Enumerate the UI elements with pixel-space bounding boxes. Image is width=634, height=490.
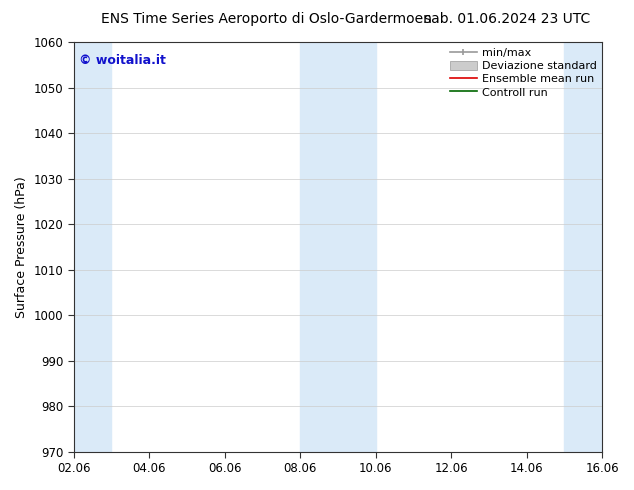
Text: sab. 01.06.2024 23 UTC: sab. 01.06.2024 23 UTC: [424, 12, 590, 26]
Text: © woitalia.it: © woitalia.it: [79, 54, 166, 67]
Legend: min/max, Deviazione standard, Ensemble mean run, Controll run: min/max, Deviazione standard, Ensemble m…: [446, 44, 600, 101]
Bar: [564, 42, 602, 452]
Y-axis label: Surface Pressure (hPa): Surface Pressure (hPa): [15, 176, 28, 318]
Text: ENS Time Series Aeroporto di Oslo-Gardermoen: ENS Time Series Aeroporto di Oslo-Garder…: [101, 12, 432, 26]
Bar: [301, 42, 376, 452]
Bar: [74, 42, 112, 452]
